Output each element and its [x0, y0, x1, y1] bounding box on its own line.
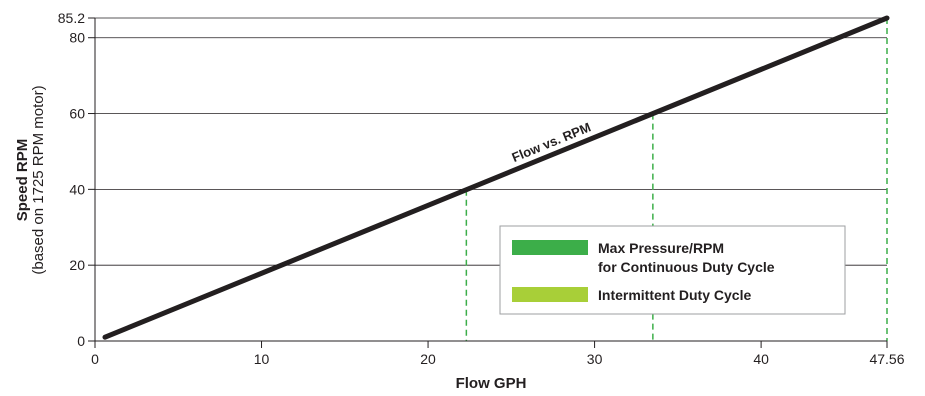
- x-tick-label: 20: [420, 351, 436, 367]
- y-tick-label: 80: [69, 30, 85, 46]
- x-axis-ticks: 0 10 20 30 40 47.56: [91, 341, 905, 367]
- y-axis-ticks: 0 20 40 60 80 85.2: [58, 10, 95, 349]
- x-tick-label: 0: [91, 351, 99, 367]
- legend-label-continuous-line1: Max Pressure/RPM: [598, 240, 724, 256]
- series-group: [102, 15, 890, 340]
- y-tick-label: 40: [69, 181, 85, 197]
- legend-swatch-intermittent: [512, 287, 588, 302]
- y-axis-title: Speed RPM: [14, 139, 31, 222]
- y-tick-label: 85.2: [58, 10, 85, 26]
- x-tick-label: 47.56: [869, 351, 904, 367]
- x-tick-label: 10: [254, 351, 270, 367]
- legend: Max Pressure/RPM for Continuous Duty Cyc…: [499, 225, 846, 315]
- x-tick-label: 30: [587, 351, 603, 367]
- legend-label-continuous-line2: for Continuous Duty Cycle: [598, 259, 775, 275]
- legend-swatch-continuous: [512, 240, 588, 255]
- legend-label-intermittent: Intermittent Duty Cycle: [598, 287, 751, 303]
- x-tick-label: 40: [753, 351, 769, 367]
- y-tick-label: 60: [69, 106, 85, 122]
- y-axis-subtitle: (based on 1725 RPM motor): [30, 85, 47, 274]
- y-tick-label: 20: [69, 257, 85, 273]
- x-axis-title: Flow GPH: [456, 375, 527, 392]
- series-line-flow-vs-rpm: [102, 15, 890, 340]
- y-tick-label: 0: [77, 333, 85, 349]
